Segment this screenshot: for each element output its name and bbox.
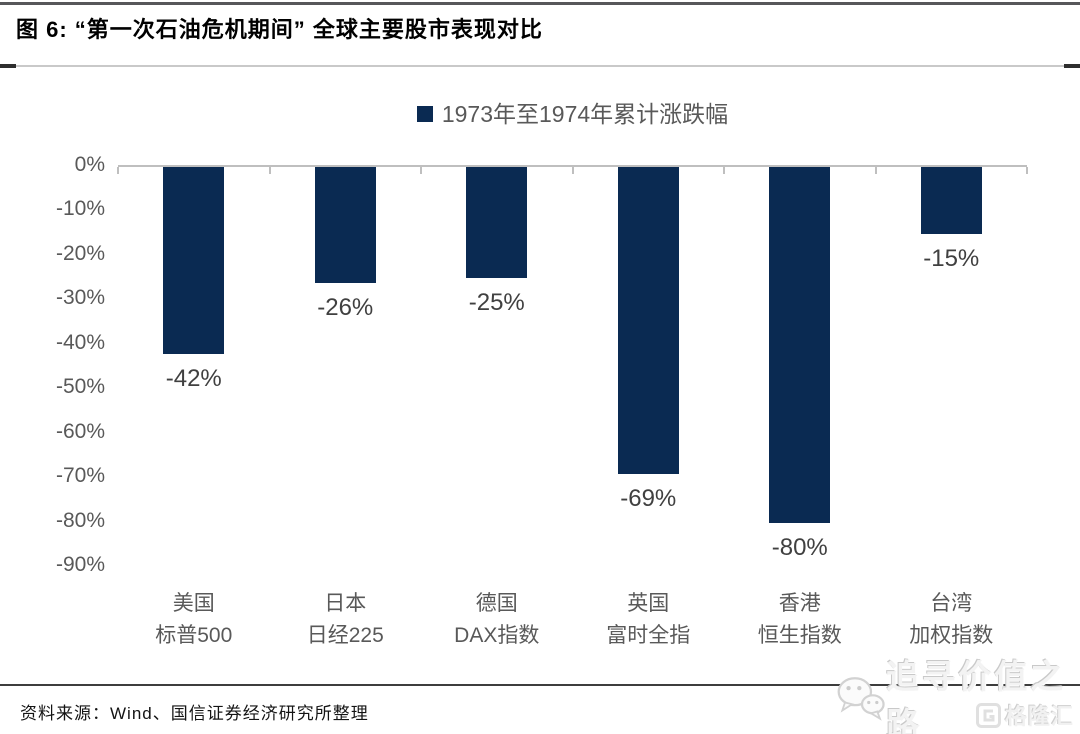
top-rule [0, 2, 1080, 5]
category-label-line: 香港 [778, 592, 821, 615]
category-label-line: 日经225 [306, 624, 384, 647]
category-label: 德国 DAX指数 [421, 588, 573, 652]
bar-value-label: -25% [468, 289, 525, 317]
brand-logo-text: 格隆汇 [1004, 704, 1074, 729]
y-axis-tick-label: -30% [55, 286, 105, 310]
watermark: 追寻价值之路 [836, 650, 1080, 734]
axis-tick [269, 167, 271, 174]
category-label-line: 美国 [172, 592, 215, 615]
category-label: 英国 富时全指 [573, 588, 725, 652]
axis-tick [723, 167, 725, 174]
y-axis-tick-label: -70% [55, 464, 105, 488]
legend-swatch-icon [416, 105, 433, 122]
axis-tick [117, 167, 119, 174]
category-label: 台湾 加权指数 [876, 588, 1028, 652]
brand-logo: 格隆汇 [975, 699, 1074, 731]
y-axis-tick-label: -40% [55, 330, 105, 354]
footer-divider [0, 684, 1080, 686]
category-label-line: 德国 [475, 592, 518, 615]
y-axis-tick-label: -20% [55, 241, 105, 265]
category-label: 日本日经225 [270, 588, 422, 652]
title-divider [0, 65, 1080, 67]
bar [314, 167, 376, 283]
category-label-line: 英国 [627, 592, 670, 615]
bar [769, 167, 831, 523]
bar-chart-plot-area: -42% -26% -25% -69% -80% -15% [117, 165, 1028, 565]
divider-cap-left [0, 64, 16, 68]
category-label-line: 标普500 [155, 624, 233, 647]
legend-label: 1973年至1974年累计涨跌幅 [441, 101, 729, 127]
y-axis-labels: 0% -10% -20% -30% -40% -50% -60% -70% -80% -90% [0, 153, 105, 595]
chart-legend: 1973年至1974年累计涨跌幅 [118, 95, 1027, 129]
category-label-line: 加权指数 [909, 624, 994, 647]
bar-value-label: -80% [771, 533, 828, 561]
figure-title: 图 6: “第一次石油危机期间” 全球主要股市表现对比 [16, 17, 543, 42]
axis-tick [1026, 167, 1028, 174]
y-axis-tick-label: 0% [74, 153, 105, 176]
y-axis-tick-label: -60% [55, 419, 105, 443]
bar [920, 167, 982, 234]
gelonghui-g-icon [975, 702, 1001, 728]
axis-tick [420, 167, 422, 174]
x-axis-category-labels: 美国 标普500 日本 日经225 德国 DAX指数 英国 富时全指 香港 恒生指数 台湾 加权指数 [118, 588, 1027, 658]
y-axis-tick-label: -10% [55, 197, 105, 221]
category-label-line: DAX指数 [454, 624, 540, 647]
bar-value-label: -26% [317, 293, 374, 321]
category-label: 香港 恒生指数 [724, 588, 876, 652]
watermark-text: 追寻价值之路 [886, 658, 1067, 734]
wechat-bubbles-icon [837, 677, 885, 721]
data-source-note: 资料来源：Wind、国信证券经济研究所整理 [20, 704, 369, 723]
bar [466, 167, 528, 279]
bar-value-label: -15% [923, 244, 980, 272]
bar-value-label: -42% [165, 364, 222, 392]
divider-cap-right [1064, 64, 1080, 68]
category-label-line: 台湾 [930, 592, 973, 615]
bar [617, 167, 679, 474]
category-label-line: 恒生指数 [757, 624, 842, 647]
y-axis-tick-label: -50% [55, 375, 105, 399]
y-axis-tick-label: -80% [55, 508, 105, 532]
y-axis-tick-label: -90% [55, 553, 105, 576]
category-label: 美国标普500 [118, 588, 270, 652]
bar-value-label: -69% [620, 484, 677, 512]
category-label-line: 富时全指 [606, 624, 691, 647]
category-label-line: 日本 [324, 592, 367, 615]
bar [163, 167, 225, 354]
axis-tick [572, 167, 574, 174]
axis-tick [875, 167, 877, 174]
